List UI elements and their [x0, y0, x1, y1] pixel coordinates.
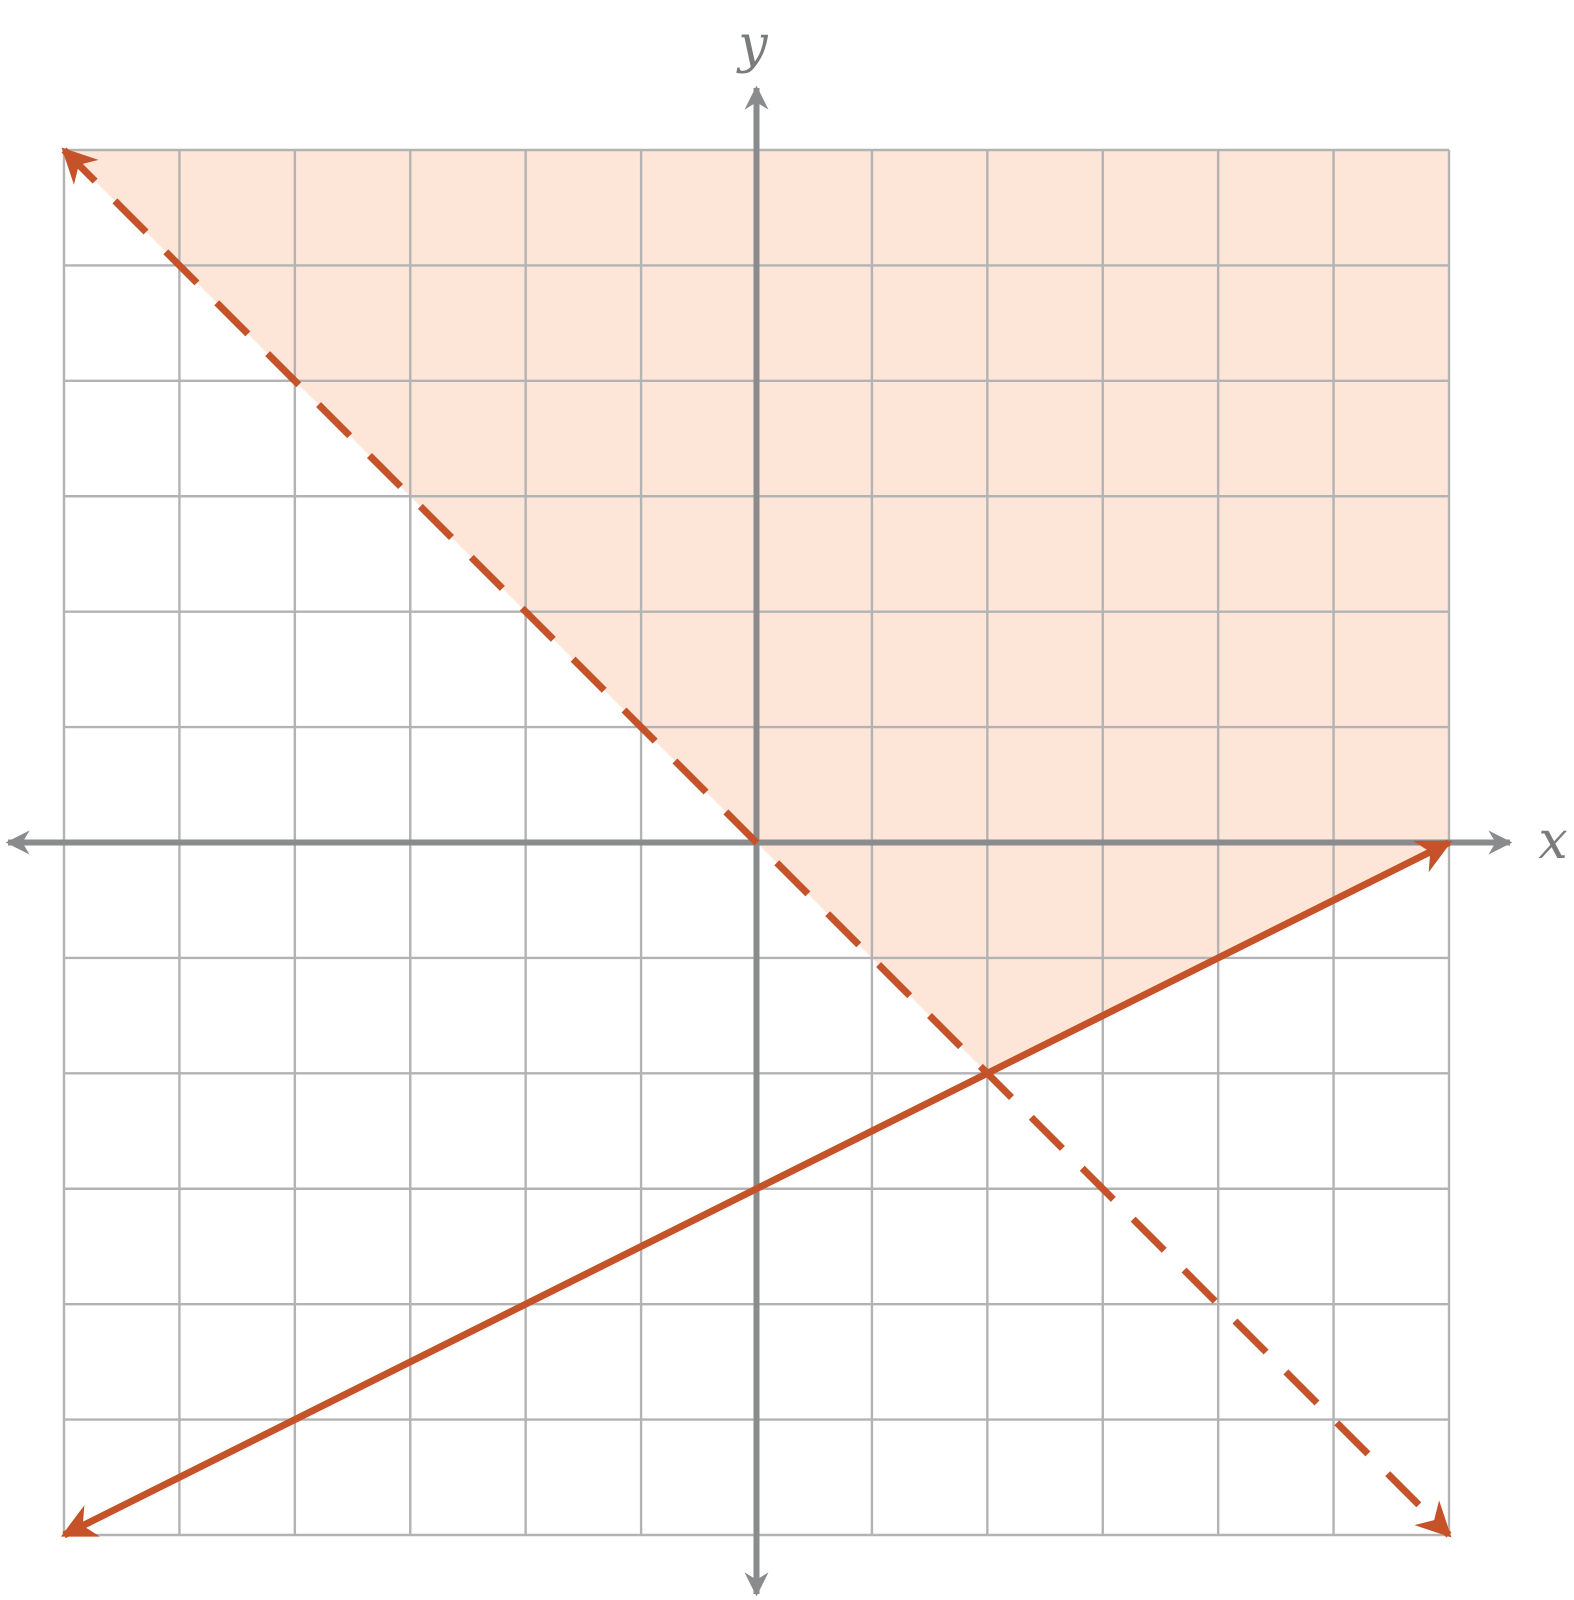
series: [60, 147, 1453, 1539]
series-line-solid: [60, 839, 1453, 1539]
x-axis-label: x: [1538, 811, 1567, 871]
y-axis-label: y: [736, 15, 768, 75]
